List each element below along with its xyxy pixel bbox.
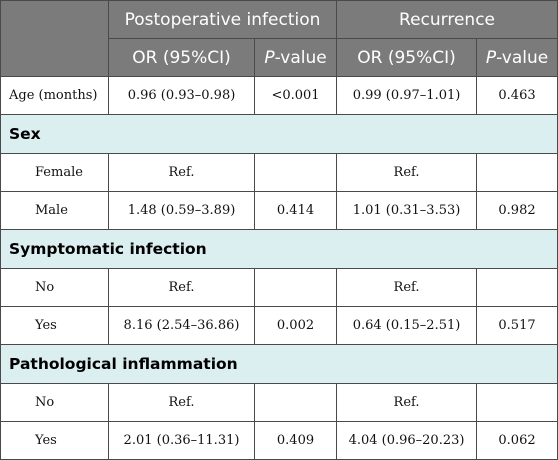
cell-p-recurrence — [476, 268, 558, 307]
header-recurrence: Recurrence — [336, 0, 558, 39]
header-p-value-2: P-value — [476, 38, 558, 77]
section-row-symptomatic: Symptomatic infection — [0, 229, 558, 269]
cell-or-infection: Ref. — [108, 153, 255, 192]
section-title: Sex — [0, 114, 558, 154]
row-label: Male — [0, 191, 109, 230]
section-row-sex: Sex — [0, 114, 558, 154]
cell-p-recurrence: 0.062 — [476, 421, 558, 460]
cell-or-recurrence: Ref. — [336, 153, 478, 192]
cell-or-recurrence: 1.01 (0.31–3.53) — [336, 191, 478, 230]
table-row-female: Female Ref. Ref. — [0, 153, 558, 192]
table-row-pathological-yes: Yes 2.01 (0.36–11.31) 0.409 4.04 (0.96–2… — [0, 421, 558, 460]
table-row-age: Age (months) 0.96 (0.93–0.98) <0.001 0.9… — [0, 76, 558, 115]
cell-or-infection: Ref. — [108, 383, 255, 422]
cell-p-recurrence: 0.517 — [476, 306, 558, 345]
cell-p-infection: 0.002 — [253, 306, 338, 345]
table-row-male: Male 1.48 (0.59–3.89) 0.414 1.01 (0.31–3… — [0, 191, 558, 230]
cell-p-infection: 0.414 — [253, 191, 338, 230]
cell-p-infection — [253, 268, 338, 307]
cell-or-infection: 1.48 (0.59–3.89) — [108, 191, 255, 230]
cell-p-infection: 0.409 — [253, 421, 338, 460]
cell-or-infection: Ref. — [108, 268, 255, 307]
cell-or-recurrence: 4.04 (0.96–20.23) — [336, 421, 478, 460]
cell-p-infection: <0.001 — [253, 76, 338, 115]
cell-p-recurrence: 0.463 — [476, 76, 558, 115]
row-label: Yes — [0, 421, 109, 460]
cell-or-recurrence: 0.64 (0.15–2.51) — [336, 306, 478, 345]
section-title: Pathological inflammation — [0, 344, 558, 384]
row-label: No — [0, 383, 109, 422]
cell-or-recurrence: 0.99 (0.97–1.01) — [336, 76, 478, 115]
cell-p-recurrence: 0.982 — [476, 191, 558, 230]
row-label: No — [0, 268, 109, 307]
cell-p-infection — [253, 153, 338, 192]
cell-or-infection: 0.96 (0.93–0.98) — [108, 76, 255, 115]
table-row-symptomatic-yes: Yes 8.16 (2.54–36.86) 0.002 0.64 (0.15–2… — [0, 306, 558, 345]
cell-p-recurrence — [476, 383, 558, 422]
table-row-symptomatic-no: No Ref. Ref. — [0, 268, 558, 307]
row-label: Yes — [0, 306, 109, 345]
section-title: Symptomatic infection — [0, 229, 558, 269]
cell-or-recurrence: Ref. — [336, 383, 478, 422]
cell-p-infection — [253, 383, 338, 422]
row-label: Age (months) — [0, 76, 109, 115]
section-row-pathological: Pathological inflammation — [0, 344, 558, 384]
cell-or-recurrence: Ref. — [336, 268, 478, 307]
cell-p-recurrence — [476, 153, 558, 192]
header-or-ci-1: OR (95%CI) — [108, 38, 255, 77]
cell-or-infection: 8.16 (2.54–36.86) — [108, 306, 255, 345]
header-or-ci-2: OR (95%CI) — [336, 38, 478, 77]
cell-or-infection: 2.01 (0.36–11.31) — [108, 421, 255, 460]
header-p-value-1: P-value — [253, 38, 338, 77]
header-postoperative-infection: Postoperative infection — [107, 0, 338, 39]
header-blank-cell — [0, 0, 109, 77]
row-label: Female — [0, 153, 109, 192]
table-row-pathological-no: No Ref. Ref. — [0, 383, 558, 422]
